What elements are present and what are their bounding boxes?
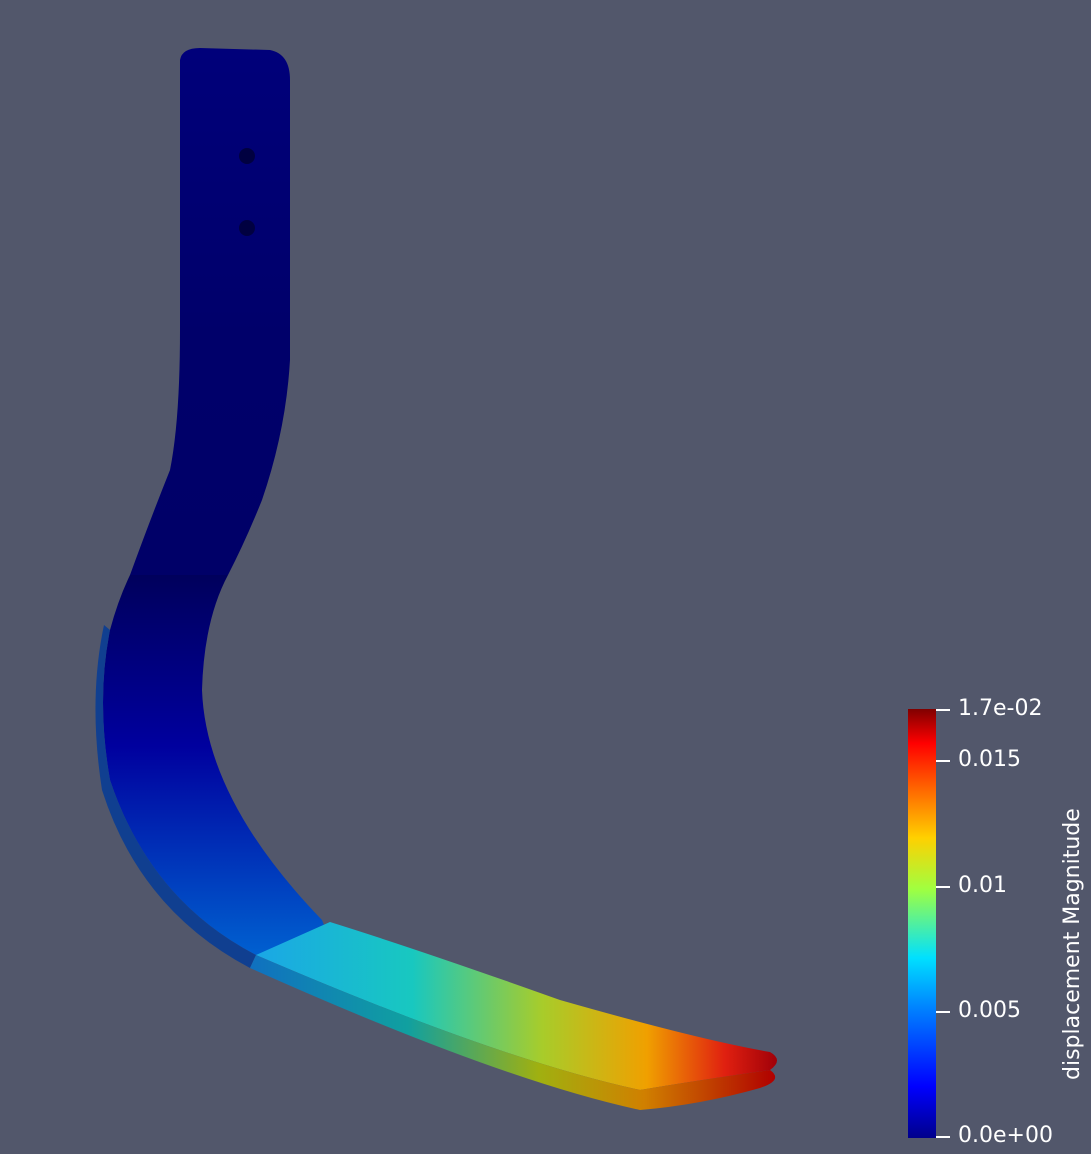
bar-upper-shank — [130, 48, 290, 575]
bar-foot-side — [250, 955, 776, 1110]
colorbar-label: 0.01 — [958, 873, 1007, 898]
bar-foot — [256, 922, 777, 1090]
bar-bend-side — [95, 625, 256, 968]
colorbar-title: displacement Magnitude — [1060, 808, 1085, 1080]
mounting-hole-icon — [239, 148, 255, 164]
colorbar-tick — [936, 1011, 950, 1013]
mounting-hole-icon — [239, 220, 255, 236]
colorbar-tick — [936, 709, 950, 711]
colorbar-label: 0.015 — [958, 747, 1021, 772]
colorbar-gradient — [908, 709, 936, 1138]
colorbar-label-max: 1.7e-02 — [958, 696, 1043, 721]
colorbar-tick — [936, 1136, 950, 1138]
colorbar-tick — [936, 760, 950, 762]
colorbar-tick — [936, 886, 950, 888]
colorbar-label-min: 0.0e+00 — [958, 1123, 1053, 1148]
bar-bend — [103, 575, 330, 955]
colorbar-label: 0.005 — [958, 998, 1021, 1023]
